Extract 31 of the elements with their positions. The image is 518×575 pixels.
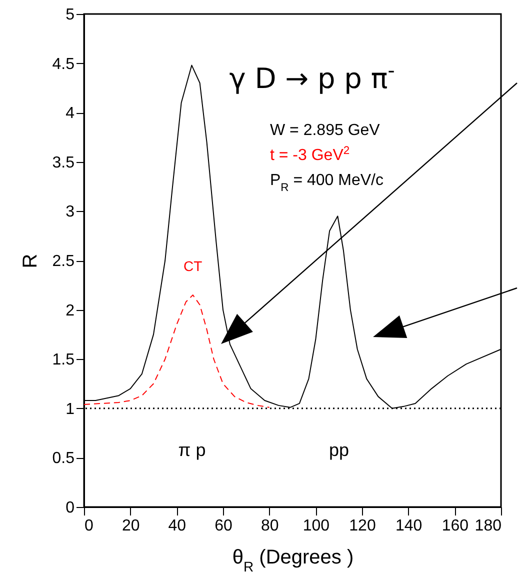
line-series bbox=[84, 294, 270, 408]
annotation: pp bbox=[328, 440, 350, 460]
y-tick-label: 4.5 bbox=[52, 56, 75, 73]
x-axis-title: θ$_{R}$ (Degrees ) bbox=[232, 546, 354, 574]
x-tick-label: 40 bbox=[168, 518, 186, 534]
text: γ D → p p π$^{-}$ bbox=[229, 58, 395, 95]
y-tick-label: 2 bbox=[66, 302, 75, 320]
x-tick-label: 100 bbox=[302, 518, 330, 534]
x-tick-label: 80 bbox=[260, 518, 279, 534]
y-tick-label: 0 bbox=[66, 500, 75, 516]
y-tick-label: 1.5 bbox=[52, 352, 75, 369]
x-tick-label: 180 bbox=[474, 518, 502, 534]
y-tick-label: 0.5 bbox=[52, 450, 75, 468]
annotation: t = -3 GeV$^{2}$ bbox=[270, 145, 350, 164]
x-tick-label: 20 bbox=[122, 518, 140, 534]
series-label: CT bbox=[184, 258, 203, 274]
x-tick-label: 140 bbox=[395, 518, 422, 534]
annotation: W = 2.895 GeV bbox=[270, 122, 380, 139]
annotation: P$_{R}$ = 400 MeV/c bbox=[270, 172, 384, 194]
x-tick-label: 60 bbox=[214, 518, 232, 534]
x-tick-label: 0 bbox=[84, 518, 94, 534]
y-tick-label: 3.5 bbox=[52, 154, 75, 172]
y-tick-label: 3 bbox=[66, 204, 75, 221]
y-tick-label: 5 bbox=[66, 6, 75, 24]
annotation: π p bbox=[178, 440, 206, 460]
y-tick-label: 2.5 bbox=[52, 253, 75, 270]
y-tick-label: 1 bbox=[66, 400, 75, 418]
y-tick-label: 4 bbox=[66, 105, 75, 122]
x-tick-label: 160 bbox=[442, 518, 469, 534]
y-axis-title: R bbox=[19, 254, 42, 268]
x-tick-label: 120 bbox=[349, 518, 376, 534]
